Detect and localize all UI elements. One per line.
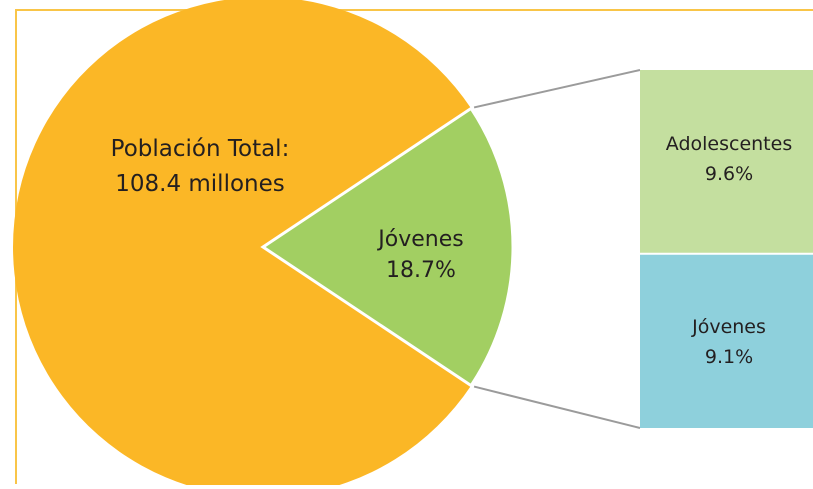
connector-line-bottom [474,387,640,428]
breakdown-label-jovenes: Jóvenes [691,316,766,338]
breakdown-label-adolescentes: Adolescentes [666,133,792,155]
total-label-line2: 108.4 millones [115,171,285,197]
breakdown-box-adolescentes [640,70,813,254]
breakdown-value-adolescentes: 9.6% [705,163,753,185]
connector-line-top [474,70,640,107]
slice-label-jovenes: Jóvenes [376,227,463,252]
total-label-line1: Población Total: [111,136,290,162]
breakdown-box-jovenes [640,254,813,428]
breakdown-value-jovenes: 9.1% [705,346,753,368]
slice-value-jovenes: 18.7% [386,258,456,283]
